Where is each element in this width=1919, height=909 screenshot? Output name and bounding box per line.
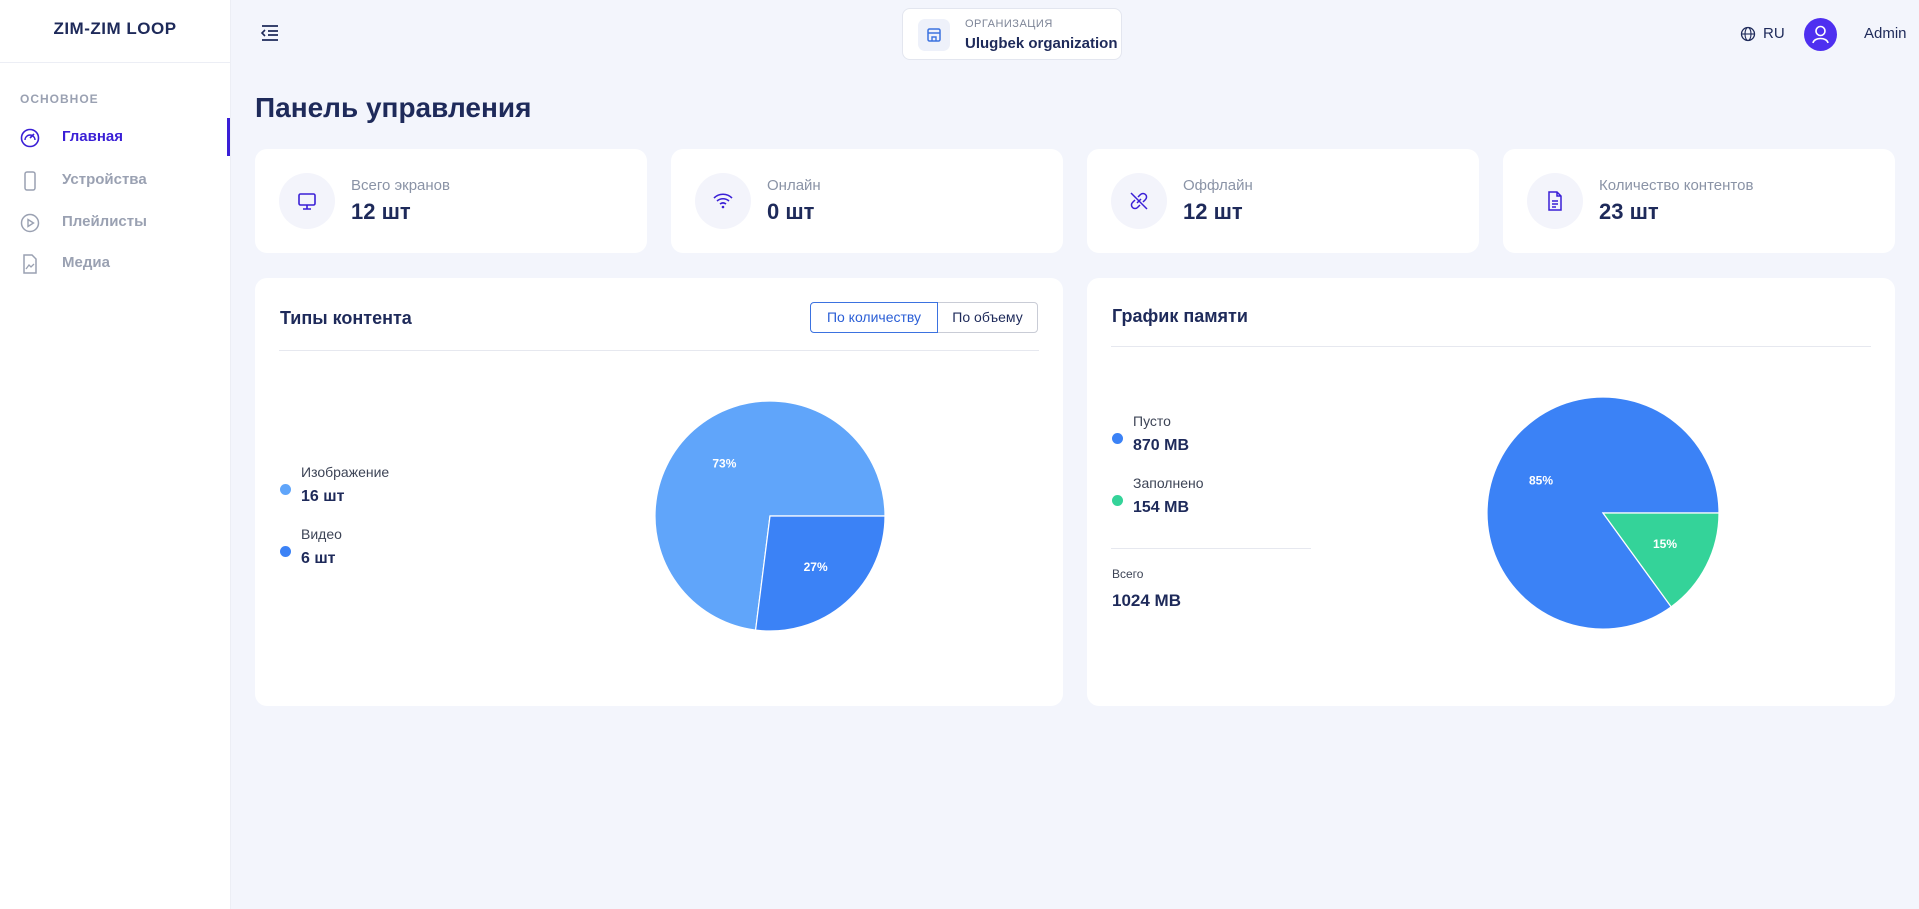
- icon: [1130, 192, 1148, 210]
- toggle-button[interactable]: По количеству: [810, 302, 938, 333]
- divider: [1111, 548, 1311, 549]
- legend-dot: [1112, 433, 1123, 444]
- globe-icon[interactable]: [1740, 26, 1756, 42]
- legend-value: 16 шт: [301, 488, 345, 505]
- chart-title: График памяти: [1112, 306, 1248, 326]
- stat-icon: [1527, 173, 1583, 229]
- legend-value: 154 MB: [1133, 499, 1190, 516]
- stat-value: 12 шт: [351, 199, 411, 224]
- org-label: ОРГАНИЗАЦИЯ: [965, 18, 1053, 30]
- pie-chart: 73% 27%: [654, 400, 886, 632]
- stat-label: Всего экранов: [351, 177, 450, 194]
- icon: [713, 193, 733, 209]
- stat-card: Оффлайн 12 шт: [1087, 149, 1479, 253]
- stat-card: Всего экранов 12 шт: [255, 149, 647, 253]
- pie-chart: 85% 15%: [1486, 396, 1720, 630]
- icon: [1548, 191, 1562, 211]
- org-icon: [918, 19, 950, 51]
- stat-value: 12 шт: [1183, 199, 1243, 224]
- stat-label: Оффлайн: [1183, 177, 1253, 194]
- divider: [1111, 346, 1871, 347]
- icon: [20, 128, 40, 148]
- page-title: Панель управления: [255, 92, 532, 123]
- stat-icon: [279, 173, 335, 229]
- total-value: 1024 MB: [1112, 591, 1181, 610]
- stat-label: Количество контентов: [1599, 177, 1754, 194]
- stat-value: 0 шт: [767, 199, 815, 224]
- legend-dot: [280, 546, 291, 557]
- organization-selector[interactable]: ОРГАНИЗАЦИЯ Ulugbek organization: [902, 8, 1122, 60]
- stat-icon: [695, 173, 751, 229]
- slice-label: 15%: [1653, 537, 1677, 551]
- legend-label: Видео: [301, 526, 342, 542]
- menu-label: Медиа: [62, 254, 110, 271]
- chart-title: Типы контента: [280, 308, 412, 328]
- chart-panel: График памяти Пусто 870 MB Заполнено 154 MB В…: [1087, 278, 1895, 706]
- legend-value: 870 MB: [1133, 437, 1190, 454]
- stat-card: Онлайн 0 шт: [671, 149, 1063, 253]
- icon: [298, 193, 316, 210]
- legend-dot: [280, 484, 291, 495]
- divider: [0, 62, 230, 63]
- logo[interactable]: ZIM-ZIM LOOP: [53, 19, 177, 38]
- menu-label: Устройства: [62, 171, 147, 188]
- slice-label: 73%: [712, 456, 736, 470]
- chart-panel: Типы контента По количеству По объему Изобр…: [255, 278, 1063, 706]
- avatar[interactable]: [1804, 18, 1837, 51]
- toggle-button[interactable]: По объему: [937, 302, 1038, 333]
- slice-label: 27%: [804, 560, 828, 574]
- slice-label: 85%: [1529, 474, 1553, 488]
- pie-slice: [654, 400, 886, 631]
- icon: [24, 171, 36, 191]
- icon: [23, 254, 37, 274]
- divider: [279, 350, 1039, 351]
- menu-toggle[interactable]: [259, 23, 281, 43]
- menu-item[interactable]: Медиа: [0, 244, 230, 282]
- legend-value: 6 шт: [301, 550, 336, 567]
- language[interactable]: RU: [1763, 25, 1785, 42]
- legend-label: Изображение: [301, 464, 390, 480]
- stat-icon: [1111, 173, 1167, 229]
- menu-item[interactable]: Плейлисты: [0, 203, 230, 241]
- stat-value: 23 шт: [1599, 199, 1659, 224]
- org-name: Ulugbek organization: [965, 35, 1118, 52]
- menu-item[interactable]: Главная: [0, 118, 230, 156]
- user-name[interactable]: Admin: [1864, 25, 1907, 42]
- stat-card: Количество контентов 23 шт: [1503, 149, 1895, 253]
- menu-label: Главная: [62, 128, 124, 145]
- pie-slice: [1486, 396, 1720, 630]
- total-label: Всего: [1112, 567, 1144, 581]
- menu-section: ОСНОВНОЕ: [20, 92, 99, 106]
- stat-label: Онлайн: [767, 177, 821, 194]
- sidebar: ZIM-ZIM LOOP ОСНОВНОЕ Главная Устройства…: [0, 0, 231, 909]
- legend-label: Заполнено: [1133, 475, 1204, 491]
- menu-label: Плейлисты: [62, 213, 147, 230]
- pie-slice: [1601, 512, 1720, 608]
- legend-label: Пусто: [1133, 413, 1171, 429]
- menu-item[interactable]: Устройства: [0, 161, 230, 199]
- pie-slice: [754, 515, 886, 632]
- legend-dot: [1112, 495, 1123, 506]
- icon: [20, 213, 40, 233]
